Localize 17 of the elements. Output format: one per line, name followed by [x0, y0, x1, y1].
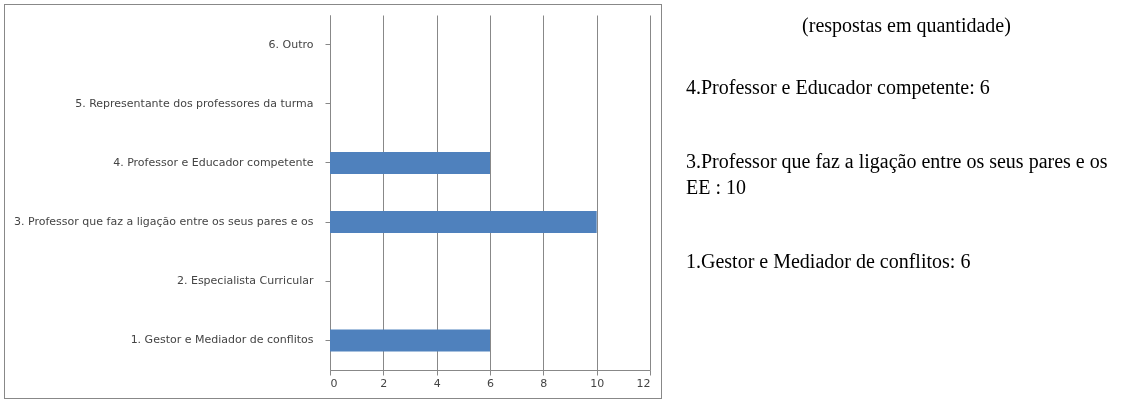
x-tick-label: 8 [540, 376, 548, 390]
text: (respostas em quantidade) [801, 13, 1012, 38]
y-tick-label: 1. Gestor e Mediador de conflitos [130, 333, 314, 347]
text: 1.Gestor e Mediador de conflitos: 6 [686, 249, 972, 274]
text: 3.Professor que faz a ligação entre os seus pares e os EE : 10 [686, 149, 1109, 200]
x-tick-label: 4 [433, 376, 441, 390]
y-tick-label: 6. Outro [268, 37, 314, 51]
y-tick-label: 2. Especialista Curricular [176, 274, 314, 288]
y-tick-label: 3. Professor que faz a ligação entre os seus pares e os [14, 215, 314, 229]
text: 4.Professor e Educador competente: 6 [686, 75, 991, 100]
x-tick-label: 10 [590, 376, 605, 390]
x-tick-label: 0 [330, 376, 338, 390]
y-tick-label: 4. Professor e Educador competente [113, 155, 314, 169]
x-tick-label: 2 [380, 376, 388, 390]
y-tick-label: 5. Representante dos professores da turma [75, 96, 314, 110]
x-tick-label: 12 [636, 376, 651, 390]
x-tick-label: 6 [487, 376, 494, 390]
